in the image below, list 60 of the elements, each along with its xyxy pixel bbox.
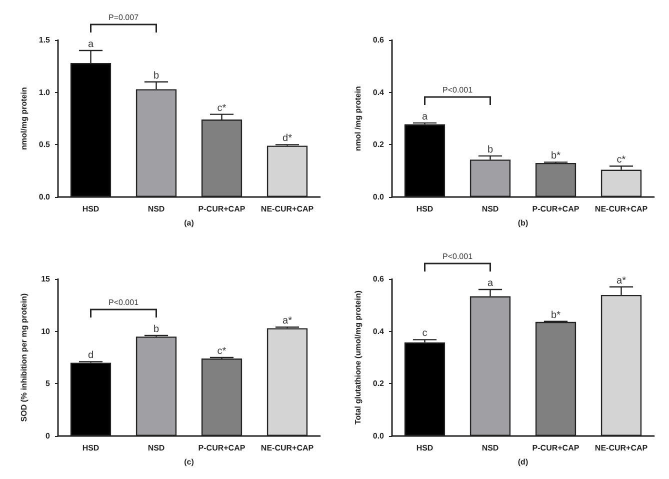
y-tick-label: 0.5 [38,140,51,150]
x-tick-label: NE-CUR+CAP [260,204,314,214]
annotation: b* [551,310,561,321]
x-tick-label: P-CUR+CAP [532,204,580,214]
x-tick-label: NSD [482,444,499,452]
y-axis-title: SOD (% inhibition per mg protein) [20,292,28,422]
x-tick-label: P-CUR+CAP [532,444,580,452]
annotation: d* [282,133,292,144]
x-axis-title: (a) [184,218,194,228]
annotation: c [422,328,428,340]
x-tick-label: NSD [148,204,165,214]
annotation: P<0.001 [108,298,140,308]
y-tick-label: 0.0 [372,192,385,202]
y-tick-label: 0.4 [372,326,385,336]
x-tick-label: NE-CUR+CAP [594,204,648,214]
annotation: d [88,350,94,362]
annotation: a* [616,275,626,286]
y-tick-label: 1.0 [38,88,51,97]
y-axis-title: nmol/mg protein [19,87,28,150]
y-tick-label: 0 [46,432,51,440]
x-tick-label: NSD [482,204,499,214]
y-axis-title: Total glutathione (umol/mg protein) [353,290,362,425]
y-tick-label: 10 [41,326,51,336]
annotation: a* [282,316,292,327]
y-tick-label: 1.5 [38,36,51,44]
x-tick-label: P-CUR+CAP [198,204,246,214]
annotation: c* [217,102,226,114]
y-tick-label: 5 [46,379,51,388]
y-tick-label: 15 [41,274,51,284]
x-axis-title: (c) [184,458,194,466]
annotation: a [487,278,494,289]
annotation: c* [616,154,626,166]
x-tick-label: HSD [82,204,100,214]
annotation: b [487,144,494,156]
y-tick-label: 0.2 [372,379,385,388]
x-tick-label: HSD [416,444,434,452]
y-tick-label: 0.0 [38,192,51,202]
x-axis-title: (d) [518,458,528,466]
text: P<0.001 [442,252,474,261]
x-tick-label: HSD [82,444,100,452]
annotation: a [88,38,94,50]
y-axis-title: nmol /mg protein [353,86,362,151]
x-tick-label: NSD [148,444,165,452]
x-tick-label: NE-CUR+CAP [594,444,648,452]
x-axis-title: (b) [518,218,528,228]
y-tick-label: 0.0 [372,432,385,440]
annotation: P<0.001 [442,85,474,94]
x-tick-label: NE-CUR+CAP [260,444,314,452]
y-tick-label: 0.4 [372,88,385,97]
y-tick-label: 0.2 [372,140,385,150]
annotation: c* [217,346,226,357]
x-tick-label: P-CUR+CAP [198,444,246,452]
text: P=0.007 [108,12,140,22]
y-tick-label: 0.6 [372,36,385,44]
annotation: b [153,324,160,336]
y-tick-label: 0.6 [372,274,385,284]
annotation: b* [551,150,561,162]
annotation: a [422,111,428,122]
annotation: b [153,70,160,82]
x-tick-label: HSD [416,204,434,214]
